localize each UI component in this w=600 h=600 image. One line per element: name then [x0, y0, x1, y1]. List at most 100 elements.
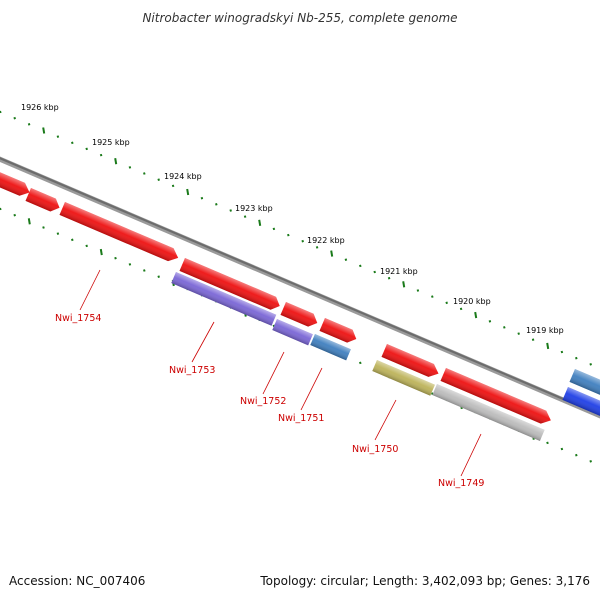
minor-tick — [0, 207, 2, 211]
minor-tick — [431, 295, 434, 298]
minor-tick — [157, 275, 160, 278]
major-tick — [186, 188, 190, 196]
feature-block[interactable] — [372, 360, 435, 396]
minor-tick — [56, 232, 60, 235]
minor-tick — [589, 460, 592, 463]
minor-tick — [71, 141, 74, 145]
minor-tick — [531, 338, 535, 341]
cds-feature[interactable] — [280, 302, 321, 329]
minor-tick — [215, 203, 218, 206]
secondary-features — [171, 272, 545, 441]
gene-label-nwi-1753[interactable]: Nwi_1753 — [169, 365, 215, 376]
scale-label-1925: 1925 kbp — [92, 138, 130, 147]
minor-tick — [71, 238, 74, 242]
cds-feature[interactable] — [440, 368, 554, 427]
major-tick — [42, 127, 46, 134]
scale-label-1923: 1923 kbp — [235, 204, 273, 213]
gene-label-nwi-1752[interactable]: Nwi_1752 — [240, 396, 286, 407]
minor-tick — [373, 270, 376, 274]
feature-block[interactable] — [310, 334, 351, 361]
forward-features — [0, 168, 600, 427]
major-tick — [27, 218, 31, 225]
minor-tick — [459, 307, 463, 311]
scale-labels: 1926 kbp 1925 kbp 1924 kbp 1923 kbp 1922… — [21, 103, 564, 335]
minor-tick — [143, 172, 146, 175]
accession-text: Accession: NC_007406 — [9, 574, 146, 588]
minor-tick — [114, 256, 117, 260]
minor-tick — [128, 166, 132, 169]
cds-feature[interactable] — [25, 188, 63, 214]
minor-tick — [488, 320, 492, 323]
gene-label-nwi-1750[interactable]: Nwi_1750 — [352, 444, 398, 455]
minor-tick — [387, 276, 391, 280]
minor-tick — [445, 301, 448, 305]
outer-tick-track — [0, 110, 592, 366]
minor-tick — [287, 233, 290, 237]
map-title: Nitrobacter winogradskyi Nb-255, complet… — [142, 11, 457, 25]
minor-tick — [575, 453, 578, 457]
major-tick — [474, 311, 478, 319]
minor-tick — [589, 363, 592, 366]
major-tick — [258, 219, 262, 226]
feature-block[interactable] — [171, 272, 277, 326]
minor-tick — [560, 350, 564, 354]
major-tick — [546, 342, 550, 350]
genome-summary-text: Topology: circular; Length: 3,402,093 bp… — [260, 574, 590, 588]
cds-feature[interactable] — [179, 258, 283, 312]
minor-tick — [243, 215, 247, 218]
minor-tick — [13, 213, 16, 217]
minor-tick — [344, 258, 348, 261]
scale-label-1922: 1922 kbp — [307, 236, 345, 245]
minor-tick — [416, 289, 420, 292]
minor-tick — [315, 246, 319, 249]
cds-feature[interactable] — [319, 318, 360, 345]
minor-tick — [301, 239, 304, 243]
minor-tick — [560, 447, 564, 451]
minor-tick — [431, 392, 434, 395]
cds-feature[interactable] — [381, 344, 442, 380]
minor-tick — [229, 209, 232, 212]
minor-tick — [85, 244, 88, 248]
gene-label-leaders — [79, 269, 482, 477]
scale-label-1919: 1919 kbp — [526, 326, 564, 335]
minor-tick — [517, 332, 520, 335]
minor-tick — [575, 356, 578, 360]
minor-tick — [272, 227, 276, 231]
gene-labels: Nwi_1754 Nwi_1753 Nwi_1752 Nwi_1751 Nwi_… — [55, 313, 484, 489]
minor-tick — [56, 135, 60, 138]
minor-tick — [171, 184, 175, 188]
minor-tick — [546, 441, 549, 445]
scale-label-1924: 1924 kbp — [164, 172, 202, 181]
cds-feature[interactable] — [59, 202, 181, 264]
minor-tick — [0, 110, 2, 114]
major-tick — [402, 281, 406, 288]
minor-tick — [99, 153, 103, 157]
minor-tick — [359, 264, 362, 268]
minor-tick — [128, 263, 132, 266]
minor-tick — [85, 147, 88, 151]
minor-tick — [157, 178, 160, 181]
major-tick — [330, 250, 334, 257]
gene-label-nwi-1751[interactable]: Nwi_1751 — [278, 413, 324, 424]
minor-tick — [42, 226, 45, 229]
cds-feature[interactable] — [562, 387, 600, 418]
minor-tick — [27, 123, 31, 126]
scale-label-1926: 1926 kbp — [21, 103, 59, 112]
minor-tick — [143, 269, 146, 272]
major-tick — [114, 158, 118, 165]
cds-feature[interactable] — [569, 369, 600, 398]
feature-block[interactable] — [432, 384, 545, 441]
major-tick — [99, 248, 103, 256]
feature-block[interactable] — [272, 319, 313, 346]
scale-label-1921: 1921 kbp — [380, 267, 418, 276]
minor-tick — [503, 326, 506, 329]
genome-backbone — [0, 156, 600, 419]
cds-feature[interactable] — [0, 168, 32, 199]
minor-tick — [200, 196, 204, 200]
gene-label-nwi-1749[interactable]: Nwi_1749 — [438, 478, 484, 489]
minor-tick — [13, 116, 16, 120]
minor-tick — [359, 361, 362, 365]
gene-label-nwi-1754[interactable]: Nwi_1754 — [55, 313, 101, 324]
scale-label-1920: 1920 kbp — [453, 297, 491, 306]
